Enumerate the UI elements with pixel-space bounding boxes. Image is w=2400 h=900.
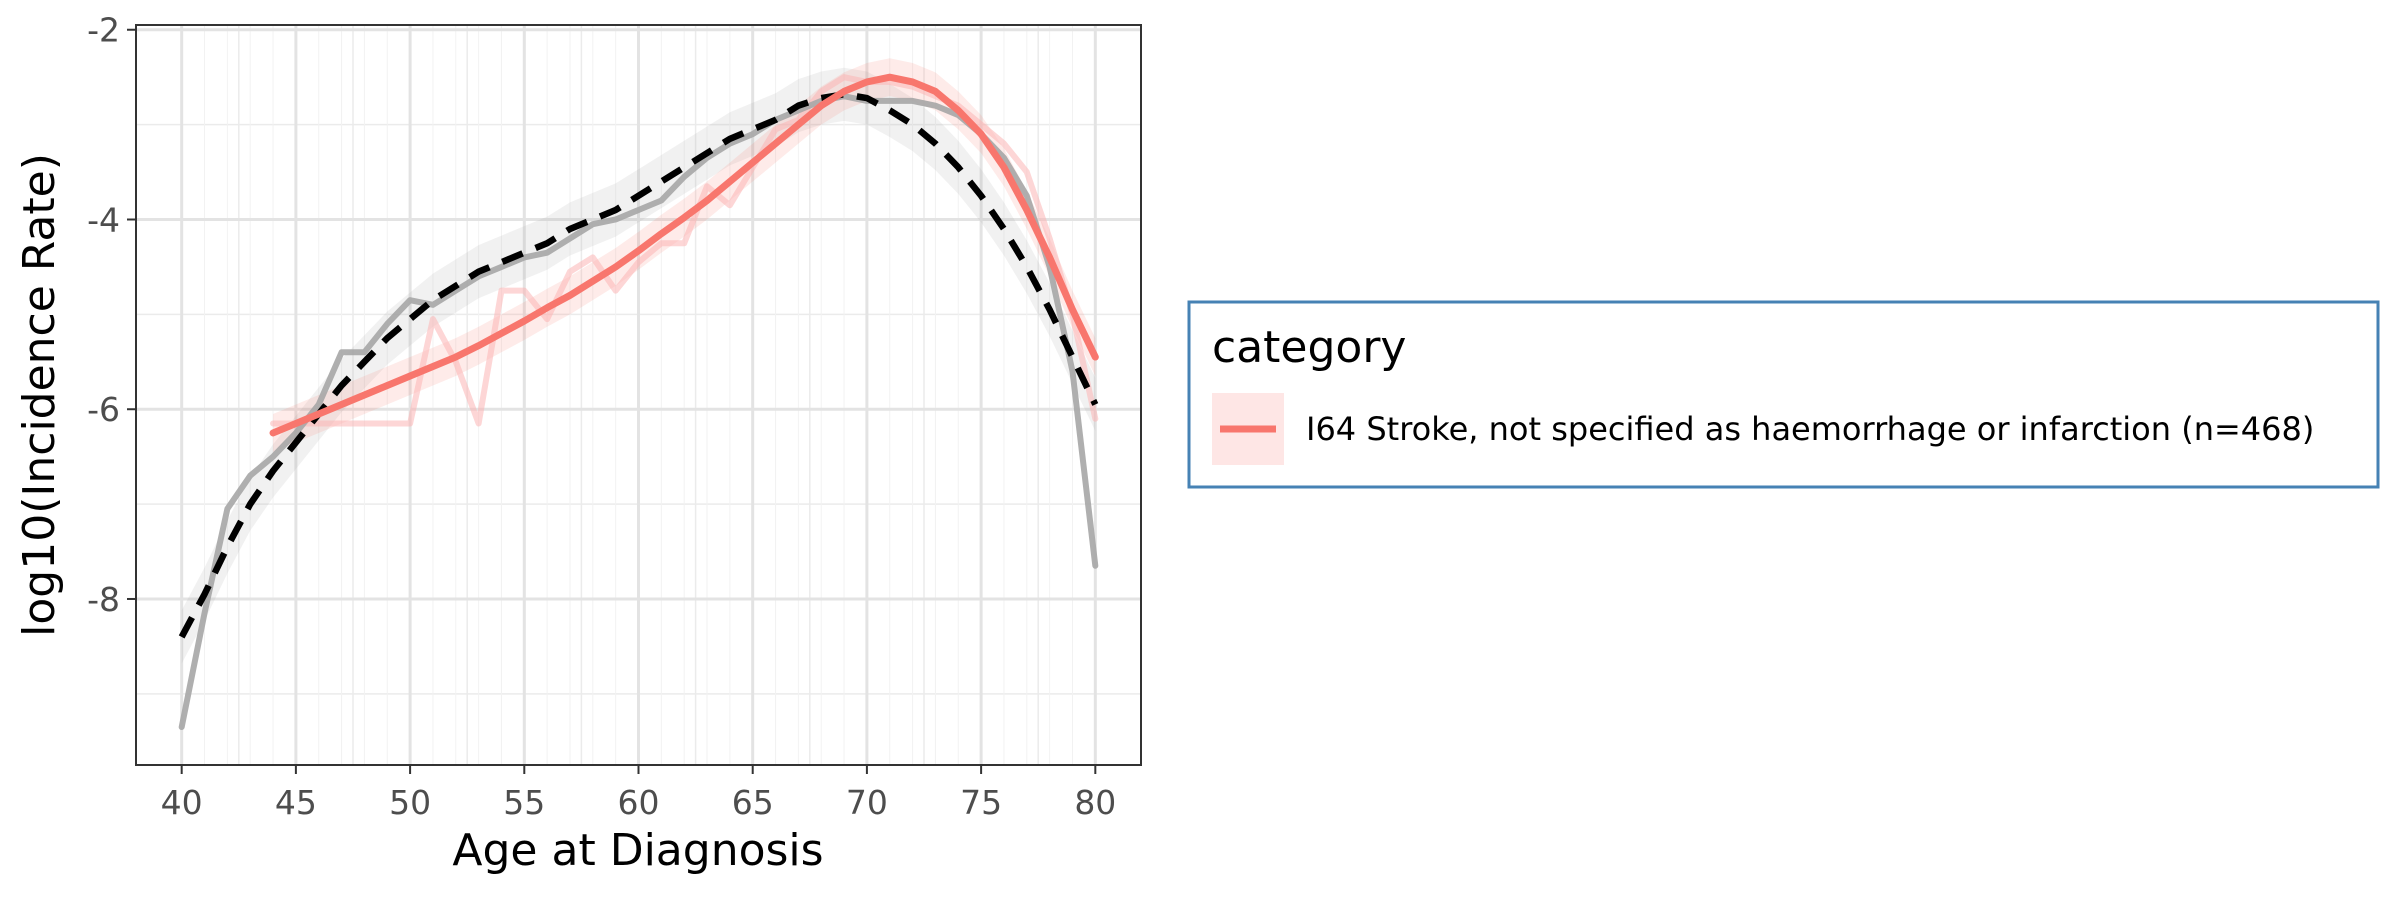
y-tick-label: -6 [87, 390, 120, 429]
y-axis: -8 -6 -4 -2 [87, 11, 136, 619]
x-tick-label: 65 [732, 783, 774, 822]
fit-line [269, 73, 1099, 437]
x-tick-label: 45 [275, 783, 317, 822]
x-tick-label: 60 [618, 783, 660, 822]
legend-box [1187, 300, 2380, 489]
y-tick-label: -8 [87, 580, 120, 619]
x-axis: 40 45 50 55 60 65 70 75 80 [161, 765, 1116, 822]
reference-observed-line [178, 93, 1099, 731]
legend-entry-label: I64 Stroke, not specified as haemorrhage… [1306, 410, 2314, 448]
series-lines [178, 73, 1099, 731]
x-axis-title: Age at Diagnosis [452, 825, 823, 876]
legend: category I64 Stroke, not specified as ha… [1187, 300, 2380, 489]
x-tick-label: 70 [846, 783, 888, 822]
x-tick-label: 40 [161, 783, 203, 822]
x-tick-label: 80 [1074, 783, 1116, 822]
legend-title: category [1212, 322, 1406, 373]
x-tick-label: 75 [960, 783, 1002, 822]
y-axis-title: log10(Incidence Rate) [14, 153, 65, 637]
major-gridlines [136, 25, 1141, 765]
observed-series-line [270, 74, 1099, 427]
reference-fit-line [178, 91, 1099, 639]
y-tick-label: -4 [87, 200, 120, 239]
fit-confidence-band [273, 58, 1096, 452]
x-tick-label: 55 [503, 783, 545, 822]
x-tick-label: 50 [389, 783, 431, 822]
y-tick-label: -2 [87, 11, 120, 50]
